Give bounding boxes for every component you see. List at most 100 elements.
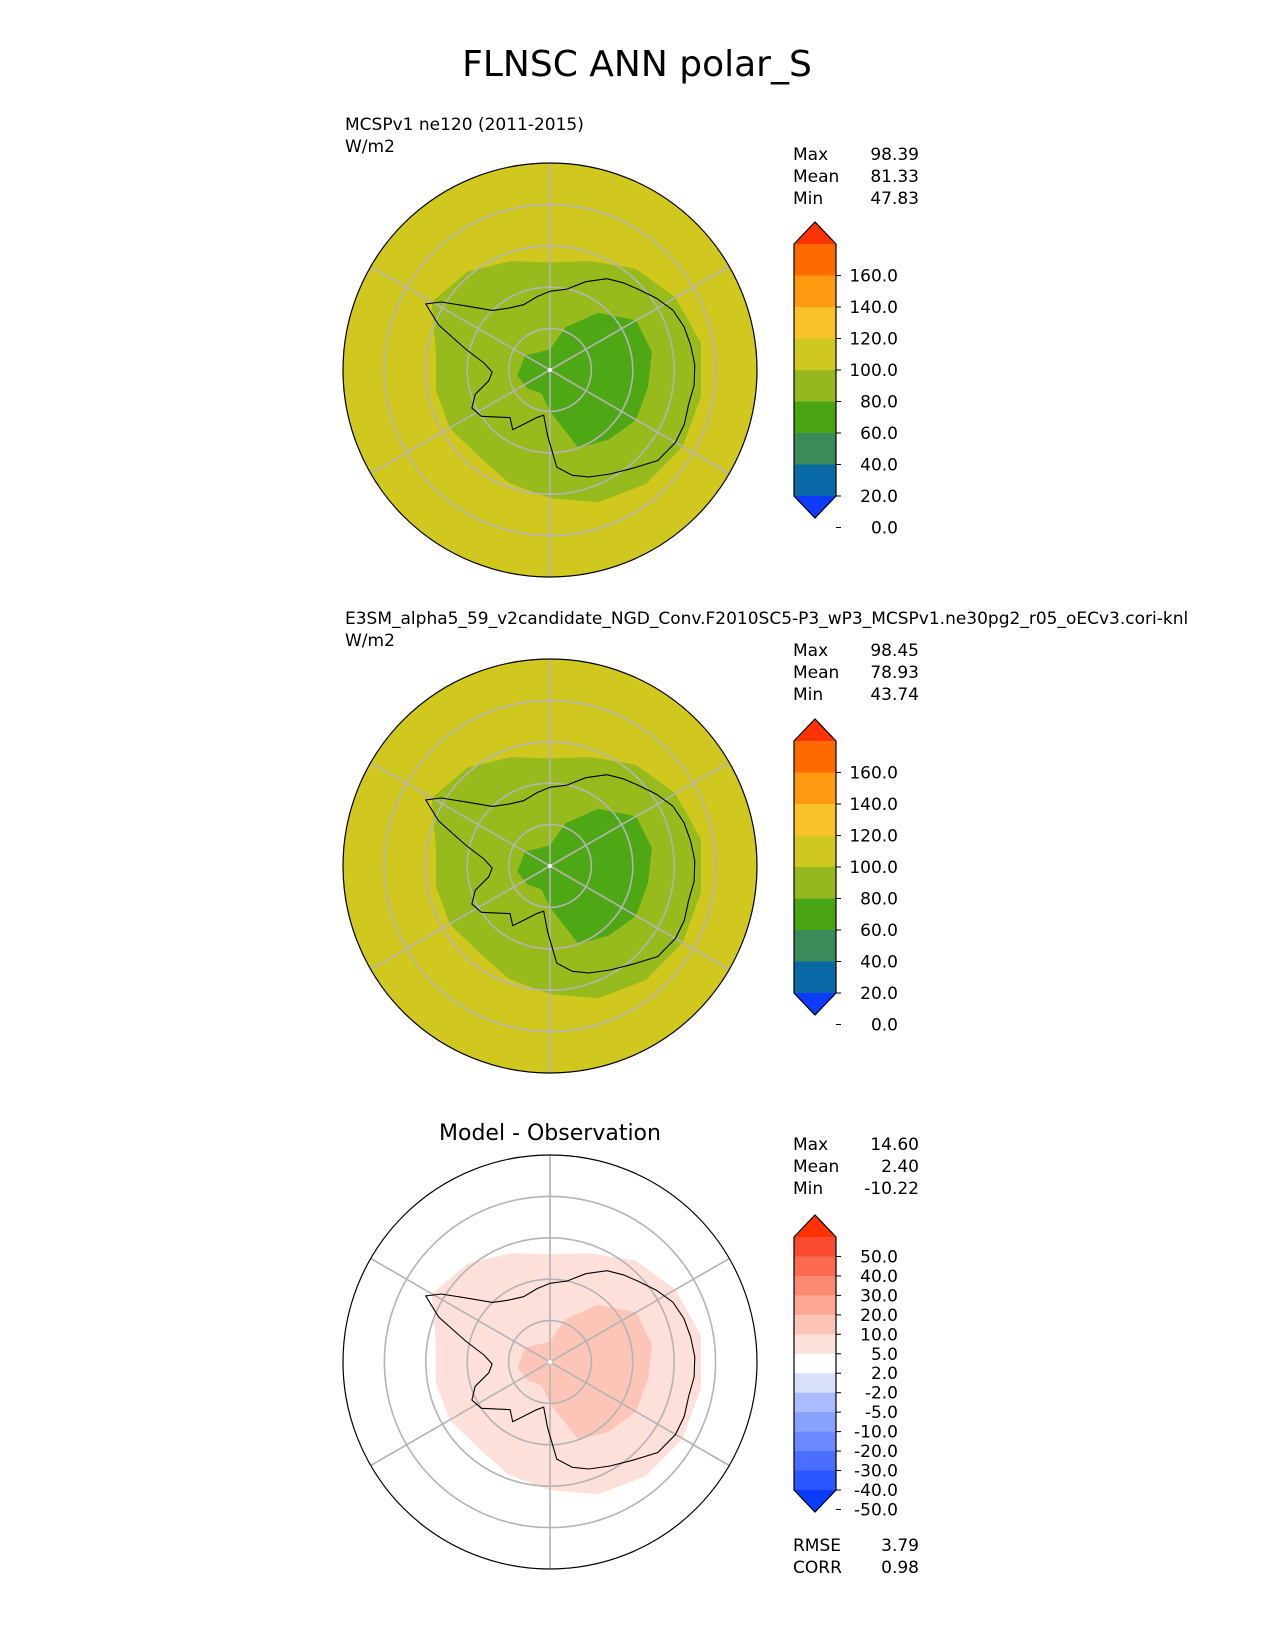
longitude-gridline: [549, 865, 730, 971]
stats-block: Max 14.60 Mean 2.40 Min -10.22: [793, 1135, 919, 1199]
colorbar-tick-label: 50.0: [860, 1248, 898, 1268]
panel-test: MCSPv1 ne120 (2011-2015) W/m2 Max 98.39 Me…: [342, 115, 919, 578]
longitude-gridline: [549, 1361, 730, 1467]
panel-title-left: E3SM_alpha5_59_v2candidate_NGD_Conv.F201…: [345, 609, 1188, 629]
longitude-gridline: [549, 1257, 730, 1363]
colorbar-tick-label: -10.0: [854, 1423, 898, 1443]
panel-reference: E3SM_alpha5_59_v2candidate_NGD_Conv.F201…: [342, 609, 1188, 1074]
panel-title-left: MCSPv1 ne120 (2011-2015): [345, 115, 584, 135]
colorbar-tick-label: 20.0: [860, 1306, 898, 1326]
map-field: [343, 163, 757, 577]
stat-label: Max: [793, 145, 828, 165]
panel-units: W/m2: [345, 137, 395, 157]
polar-map: [342, 162, 758, 578]
colorbar-tick-label: 30.0: [860, 1286, 898, 1306]
colorbar-extend-min: [794, 993, 836, 1015]
footer-stats: RMSE 3.79 CORR 0.98: [793, 1536, 919, 1578]
colorbar-tick-label: 60.0: [860, 921, 898, 941]
colorbar-extend-min: [794, 1490, 836, 1512]
stats-block: Max 98.39 Mean 81.33 Min 47.83: [793, 145, 919, 209]
colorbar-segment: [794, 1431, 836, 1452]
colorbar-tick-label: 5.0: [871, 1345, 898, 1365]
footer-stat-label: RMSE: [793, 1536, 841, 1556]
longitude-gridline: [549, 265, 730, 371]
stat-value: 14.60: [870, 1135, 919, 1155]
stat-value: -10.22: [864, 1179, 919, 1199]
polar-map: [342, 1154, 758, 1570]
colorbar-segment: [794, 1256, 836, 1277]
pole-marker: [548, 864, 552, 868]
stat-label: Min: [793, 1179, 823, 1199]
polar-map: [342, 658, 758, 1074]
colorbar-segment: [794, 898, 836, 931]
colorbar-tick-label: 0.0: [871, 1016, 898, 1036]
colorbar-segment: [794, 835, 836, 868]
stat-value: 98.45: [870, 641, 919, 661]
colorbar-segment: [794, 1392, 836, 1413]
colorbar-segment: [794, 1314, 836, 1335]
colorbar-tick-label: -2.0: [865, 1384, 898, 1404]
colorbar-tick-label: -40.0: [854, 1481, 898, 1501]
colorbar-tick-label: -50.0: [854, 1501, 898, 1521]
colorbar-tick-label: 0.0: [871, 519, 898, 539]
colorbar-segment: [794, 370, 836, 403]
colorbar-tick-label: 40.0: [860, 456, 898, 476]
colorbar-segment: [794, 433, 836, 466]
interior-fill: [517, 1304, 652, 1440]
colorbar-tick-label: 10.0: [860, 1325, 898, 1345]
footer-stat-value: 3.79: [881, 1536, 919, 1556]
colorbar-tick-label: 80.0: [860, 890, 898, 910]
colorbar-tick-label: -5.0: [865, 1403, 898, 1423]
colorbar-tick-label: 20.0: [860, 984, 898, 1004]
colorbar-tick-label: 40.0: [860, 1267, 898, 1287]
colorbar-segment: [794, 867, 836, 900]
colorbar-tick-label: -30.0: [854, 1462, 898, 1482]
colorbar-tick-label: 140.0: [849, 795, 898, 815]
colorbar-segment: [794, 1334, 836, 1355]
colorbar-segment: [794, 464, 836, 497]
coastline: [424, 278, 696, 478]
colorbar-extend-max: [794, 1215, 836, 1237]
colorbar-segment: [794, 401, 836, 434]
stat-value: 47.83: [870, 189, 919, 209]
footer-stat-label: CORR: [793, 1558, 842, 1578]
colorbar-tick-label: 80.0: [860, 393, 898, 413]
panel-difference: Model - Observation Max 14.60 Mean 2.40 Min -…: [342, 1121, 919, 1570]
colorbar-segment: [794, 1470, 836, 1491]
colorbar-tick-label: 140.0: [849, 298, 898, 318]
colorbar-tick-label: 60.0: [860, 424, 898, 444]
stat-label: Max: [793, 641, 828, 661]
colorbar-tick-label: -20.0: [854, 1442, 898, 1462]
stat-label: Min: [793, 189, 823, 209]
colorbar-segment: [794, 930, 836, 963]
map-boundary: [342, 1154, 758, 1570]
stat-value: 2.40: [881, 1157, 919, 1177]
stat-label: Min: [793, 685, 823, 705]
colorbar-tick-label: 20.0: [860, 487, 898, 507]
map-field: [343, 659, 757, 1073]
stat-value: 81.33: [870, 167, 919, 187]
figure-title: FLNSC ANN polar_S: [462, 44, 812, 85]
interior-fill: [517, 312, 652, 448]
interior-fill: [517, 808, 652, 944]
longitude-gridline: [370, 865, 551, 971]
stat-value: 78.93: [870, 663, 919, 683]
colorbar-tick-label: 100.0: [849, 858, 898, 878]
colorbar-extend-min: [794, 496, 836, 518]
longitude-gridline: [549, 761, 730, 867]
colorbar-tick-label: 40.0: [860, 953, 898, 973]
colorbar-tick-label: 120.0: [849, 330, 898, 350]
colorbar-segment: [794, 244, 836, 277]
longitude-gridline: [370, 1361, 551, 1467]
colorbar-tick-label: 160.0: [849, 764, 898, 784]
coastline: [424, 774, 696, 974]
colorbar-segment: [794, 1373, 836, 1394]
footer-stat-value: 0.98: [881, 1558, 919, 1578]
colorbar-tick-label: 160.0: [849, 267, 898, 287]
colorbar-segment: [794, 1451, 836, 1472]
colorbar-segment: [794, 961, 836, 994]
colorbar-extend-max: [794, 222, 836, 244]
colorbar: 160.0 140.0 120.0 100.0 80.0 60.0 40.0 20.0 0.0: [793, 221, 898, 539]
colorbar-segment: [794, 1275, 836, 1296]
longitude-gridline: [549, 369, 730, 475]
